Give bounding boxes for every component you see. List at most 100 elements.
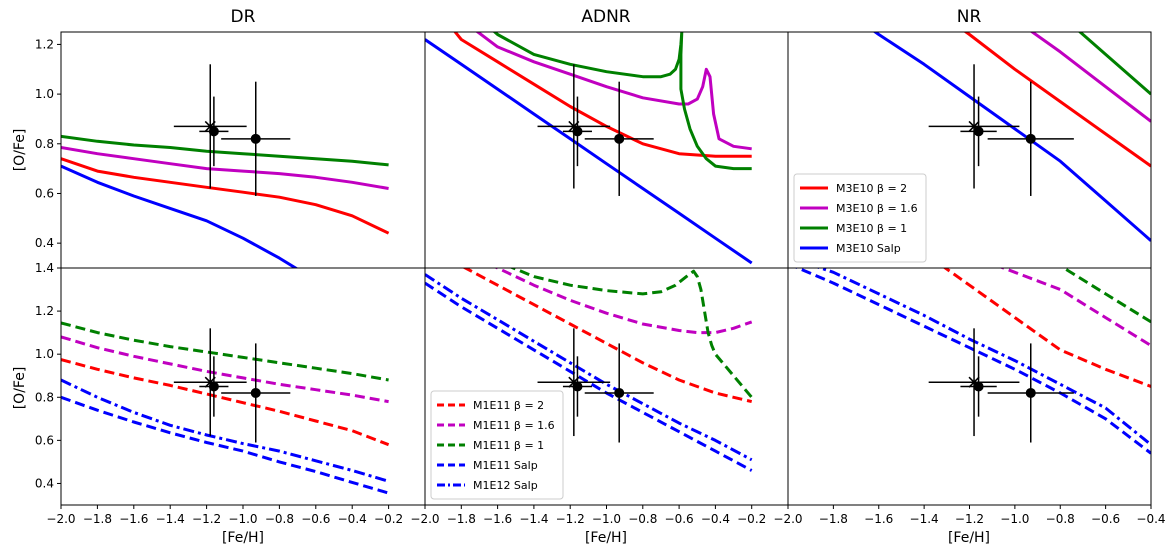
- series-line-m3e10-1: [1077, 32, 1151, 96]
- x-tick-label: −1.2: [192, 512, 221, 526]
- series-line-m1e12-salp: [815, 268, 1151, 446]
- x-tick-label: −0.4: [1136, 512, 1165, 526]
- x-tick-label: −1.4: [910, 512, 939, 526]
- y-tick-label: 0.6: [35, 433, 54, 447]
- x-tick-label: −0.2: [374, 512, 403, 526]
- x-axis-label-dr: [Fe/H]: [222, 530, 264, 546]
- legend-label: M3E10 β = 2: [836, 182, 907, 195]
- x-tick-label: −0.4: [338, 512, 367, 526]
- x-tick-label: −1.2: [955, 512, 984, 526]
- y-tick-label: 1.0: [35, 347, 54, 361]
- labels-layer: DR ADNR NR [O/Fe] [O/Fe] [Fe/H] [Fe/H] […: [12, 7, 990, 546]
- y-axis-label-top: [O/Fe]: [12, 129, 28, 172]
- y-tick-label: 1.4: [35, 261, 54, 275]
- panel-r1-c1: 0.4 0.6 0.8 1.0 1.2: [35, 31, 426, 269]
- obs-point-x: [568, 376, 580, 388]
- x-tick-label: −0.4: [701, 512, 730, 526]
- x-tick-label: −1.6: [119, 512, 148, 526]
- x-tick-label: −0.6: [665, 512, 694, 526]
- series-line-m3e10-1.6: [61, 146, 389, 190]
- column-title-adnr: ADNR: [581, 7, 630, 27]
- obs-point-circle: [1025, 387, 1036, 398]
- series-line-m1e11-2: [462, 268, 753, 404]
- obs-point-x: [204, 120, 216, 132]
- obs-point-circle: [250, 133, 261, 144]
- y-axis-label-bottom: [O/Fe]: [12, 367, 28, 410]
- series-line-m1e11-1.6: [61, 335, 389, 404]
- x-tick-label: −0.6: [301, 512, 330, 526]
- series-line-m3e10-2: [453, 32, 752, 158]
- x-tick-label: −1.6: [864, 512, 893, 526]
- observations: [537, 64, 654, 196]
- y-tick-label: 0.8: [35, 137, 54, 151]
- series-line-m3e10-1.6: [475, 32, 752, 151]
- panel-r2-c1: 0.4 0.6 0.8 1.0 1.2 1.4 −2.0 −1.8 −1.6 −1.4 −1.2 −1…: [35, 261, 426, 526]
- x-tick-label: −0.2: [737, 512, 766, 526]
- series-line-m1e11-salp: [794, 268, 1151, 455]
- y-tick-label: 0.8: [35, 390, 54, 404]
- obs-point-circle: [614, 387, 625, 398]
- legend-label: M1E11 β = 2: [473, 399, 544, 412]
- panel-r2-c2: −2.0 −1.8 −1.6 −1.4 −1.2 −1.0 −0.8 −0.6 −0.4 −0.2…: [410, 267, 789, 526]
- panel-r2-c3: −2.0 −1.8 −1.6 −1.4 −1.2 −1.0 −0.8 −0.6 −0.4: [773, 267, 1166, 526]
- obs-point-circle: [250, 387, 261, 398]
- series-line-m1e11-2: [942, 268, 1151, 388]
- series-line-m3e10-2: [963, 32, 1151, 168]
- model-curves: [425, 268, 753, 472]
- y-tick-label: 1.2: [35, 304, 54, 318]
- model-curves: [61, 321, 390, 495]
- x-tick-label: −0.8: [265, 512, 294, 526]
- series-line-m3e10-1: [61, 134, 389, 167]
- series-line-m1e11-salp: [61, 395, 390, 495]
- x-tick-label: −2.0: [773, 512, 802, 526]
- model-curves: [872, 32, 1151, 242]
- x-tick-label: −1.8: [83, 512, 112, 526]
- column-title-dr: DR: [231, 7, 256, 27]
- x-tick-label: −1.0: [1000, 512, 1029, 526]
- legend-box: [793, 173, 927, 263]
- legend: M1E11 β = 2 M1E11 β = 1.6 M1E11 β = 1 M1E11…: [430, 390, 564, 500]
- model-curves: [425, 32, 753, 265]
- panel-r1-c2: [424, 31, 789, 269]
- column-title-nr: NR: [957, 7, 982, 27]
- series-line-m3e10-salp: [61, 164, 299, 268]
- series-line-m3e10-2: [61, 157, 390, 235]
- series-line-m1e11-1: [61, 321, 389, 382]
- obs-point-x: [968, 120, 980, 132]
- y-tick-label: 0.4: [35, 476, 54, 490]
- x-tick-label: −0.6: [1091, 512, 1120, 526]
- series-line-m3e10-salp: [425, 38, 753, 265]
- legend-label: M1E11 β = 1: [473, 439, 544, 452]
- observations: [173, 64, 291, 196]
- series-line-m3e10-1.6: [1029, 32, 1151, 123]
- x-tick-label: −1.0: [228, 512, 257, 526]
- series-line-m1e12-salp: [425, 273, 753, 462]
- panel-frame: [60, 267, 426, 506]
- legend-label: M1E11 β = 1.6: [473, 419, 555, 432]
- obs-point-x: [204, 376, 216, 388]
- x-tick-label: −1.4: [156, 512, 185, 526]
- x-tick-label: −1.6: [483, 512, 512, 526]
- obs-point-circle: [572, 126, 583, 137]
- panel-frame: [60, 31, 426, 269]
- series-line-m1e11-salp: [425, 281, 753, 472]
- legend-label: M3E10 β = 1: [836, 222, 907, 235]
- series-line-m1e11-2: [61, 358, 390, 447]
- x-tick-label: −0.8: [628, 512, 657, 526]
- panel-r1-c3: M3E10 β = 2 M3E10 β = 1.6 M3E10 β = 1 M3E10…: [787, 31, 1152, 269]
- observations: [928, 64, 1074, 196]
- x-axis-label-adnr: [Fe/H]: [585, 530, 627, 546]
- model-curves: [794, 268, 1151, 455]
- x-tick-label: −1.8: [819, 512, 848, 526]
- x-tick-label: −2.0: [46, 512, 75, 526]
- x-tick-label: −1.0: [592, 512, 621, 526]
- series-line-m1e11-1.6: [494, 268, 753, 335]
- series-line-m1e11-1.6: [999, 268, 1151, 347]
- series-line-m1e12-salp: [61, 378, 390, 483]
- y-tick-label: 1.0: [35, 87, 54, 101]
- obs-point-circle: [614, 133, 625, 144]
- legend-box: [430, 390, 564, 500]
- legend: M3E10 β = 2 M3E10 β = 1.6 M3E10 β = 1 M3E10…: [793, 173, 927, 263]
